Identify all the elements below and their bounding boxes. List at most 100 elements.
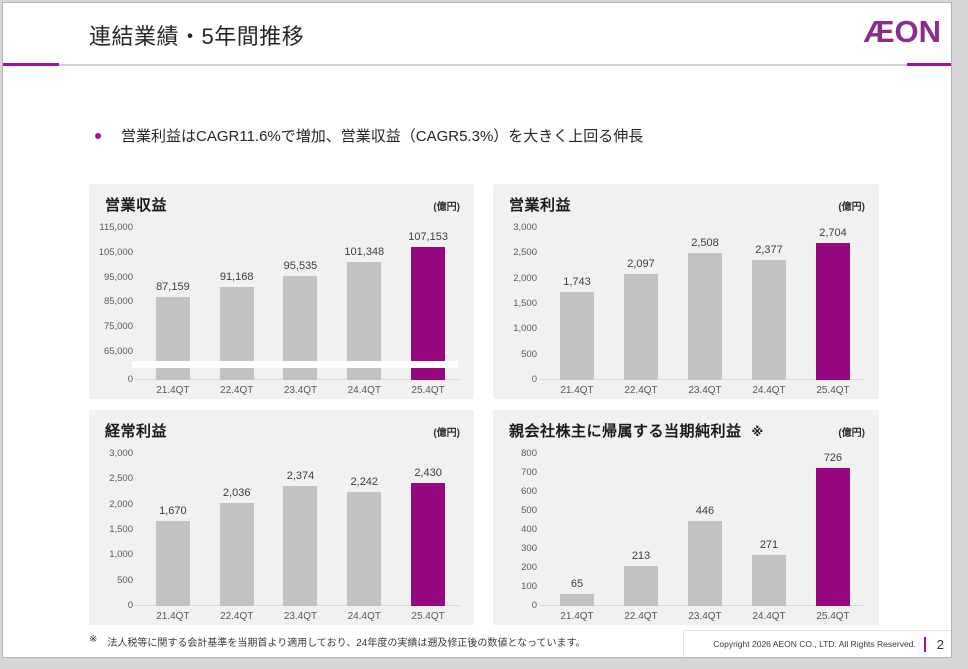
bar [752, 259, 786, 380]
y-tick-label: 2,000 [109, 498, 133, 510]
bar-value-label: 446 [695, 505, 715, 518]
x-tick-label: 25.4QT [411, 611, 445, 622]
plot-area: 87,159 21.4QT 91,168 22.4QT 95,535 23.4QT 101,… [132, 228, 460, 396]
x-tick-label: 22.4QT [624, 611, 658, 622]
bar-slot: 446 23.4QT [673, 454, 737, 622]
bar-slot: 1,670 21.4QT [141, 454, 205, 622]
y-tick-label: 1,000 [109, 549, 133, 561]
y-tick-label: 800 [521, 448, 537, 459]
y-axis: 0 500 1,000 1,500 2,000 2,500 3,000 [493, 223, 537, 385]
bar-value-label: 91,168 [219, 271, 254, 284]
page-title: 連結業績・5年間推移 [89, 24, 305, 49]
y-tick-label: 500 [117, 574, 133, 586]
bar [283, 485, 318, 606]
footer: Copyright 2026 AEON CO., LTD. All Rights… [683, 630, 951, 657]
bar-value-label: 2,242 [350, 476, 379, 489]
bar-slot: 2,374 23.4QT [269, 454, 333, 622]
footnote-text: 法人税等に関する会計基準を当期首より適用しており、24年度の実績は遡及修正後の数… [107, 638, 586, 649]
plot-area: 1,670 21.4QT 2,036 22.4QT 2,374 23.4QT 2,242 24… [135, 454, 460, 622]
x-tick-label: 25.4QT [411, 385, 445, 396]
bar-slot: 1,743 21.4QT [545, 228, 609, 396]
bar-value-label: 2,508 [691, 236, 719, 249]
bar-value-label: 271 [759, 538, 779, 551]
y-tick-label: 500 [521, 505, 537, 516]
bar-highlighted [816, 243, 850, 380]
bar-slot: 87,159 21.4QT [141, 228, 205, 396]
chart-title: 営業利益 [509, 194, 571, 215]
bar-value-label: 107,153 [408, 231, 448, 244]
bar-slot: 2,377 24.4QT [737, 228, 801, 396]
header-divider-accent-right [907, 63, 951, 66]
x-tick-label: 21.4QT [560, 385, 594, 396]
y-tick-label: 700 [521, 467, 537, 478]
bar-slot: 65 21.4QT [545, 454, 609, 622]
y-tick-label: 85,000 [103, 296, 133, 308]
aeon-logo: ÆON [863, 14, 942, 49]
chart-panel-4: 親会社株主に帰属する当期純利益 ※ (億円) 0 100 200 300 400 500 60… [493, 410, 879, 625]
y-tick-label: 1,500 [513, 298, 537, 309]
chart-title-text: 親会社株主に帰属する当期純利益 [509, 423, 742, 440]
bars-container: 1,670 21.4QT 2,036 22.4QT 2,374 23.4QT 2,242 24… [141, 454, 460, 622]
bar-value-label: 2,430 [414, 466, 442, 479]
bar-slot: 91,168 22.4QT [205, 228, 269, 396]
header-divider-gray [3, 64, 951, 66]
bar-slot: 2,097 22.4QT [609, 228, 673, 396]
header-divider-accent-left [3, 63, 59, 66]
bar [624, 273, 658, 380]
copyright-text: Copyright 2026 AEON CO., LTD. All Rights… [713, 639, 916, 649]
bars-container: 65 21.4QT 213 22.4QT 446 23.4QT 271 24.4QT 726 25… [545, 452, 865, 622]
bar-value-label: 2,036 [222, 486, 251, 499]
chart-title-text: 経常利益 [105, 423, 168, 440]
bar [347, 492, 382, 606]
bar-slot: 2,430 25.4QT [396, 454, 460, 622]
chart-title: 経常利益 [105, 420, 167, 441]
y-tick-label: 0 [127, 600, 133, 611]
x-tick-label: 24.4QT [752, 385, 786, 396]
y-tick-label: 75,000 [103, 321, 133, 333]
bar [560, 291, 594, 380]
bar-value-label: 2,377 [755, 243, 783, 256]
y-tick-label: 3,000 [513, 222, 537, 233]
bar-slot: 2,036 22.4QT [205, 454, 269, 622]
x-tick-label: 24.4QT [347, 611, 381, 622]
bar-value-label: 2,097 [627, 257, 655, 270]
x-tick-label: 23.4QT [688, 611, 722, 622]
y-tick-label: 1,000 [513, 323, 537, 335]
bar-slot: 2,242 24.4QT [332, 454, 396, 622]
y-axis: 0 65,000 75,000 85,000 95,000 105,000 115,000 [89, 223, 133, 385]
bar-value-label: 2,704 [819, 227, 847, 239]
header-divider [3, 63, 951, 66]
y-tick-label: 300 [521, 543, 537, 554]
chart-panel-2: 営業利益 (億円) 0 500 1,000 1,500 2,000 2,500 3,000 … [493, 184, 879, 399]
bar-slot: 213 22.4QT [609, 454, 673, 622]
bar-value-label: 95,535 [283, 260, 318, 273]
bar-slot: 2,704 25.4QT [801, 227, 865, 396]
bar [560, 593, 594, 606]
bar [688, 521, 722, 606]
y-tick-label: 2,500 [109, 473, 133, 485]
x-tick-label: 22.4QT [624, 385, 658, 396]
x-tick-label: 23.4QT [283, 385, 318, 396]
y-tick-label: 65,000 [103, 346, 133, 357]
chart-header: 親会社株主に帰属する当期純利益 ※ (億円) [493, 410, 879, 441]
chart-unit-label: (億円) [838, 202, 865, 213]
y-tick-label: 105,000 [98, 246, 133, 258]
x-tick-label: 21.4QT [156, 385, 190, 396]
bar-value-label: 101,348 [344, 245, 385, 258]
x-tick-label: 21.4QT [156, 611, 190, 622]
y-tick-label: 2,500 [513, 247, 537, 259]
y-tick-label: 200 [521, 562, 537, 573]
y-tick-label: 0 [531, 374, 537, 385]
x-tick-label: 25.4QT [816, 385, 850, 396]
charts-grid: 営業収益 (億円) 0 65,000 75,000 85,000 95,000 105,0… [89, 184, 879, 625]
y-tick-label: 2,000 [513, 272, 537, 284]
bar-slot: 2,508 23.4QT [673, 228, 737, 396]
bar-slot: 95,535 23.4QT [269, 228, 333, 396]
y-tick-label: 0 [127, 374, 133, 385]
x-tick-label: 24.4QT [347, 385, 381, 396]
x-tick-label: 23.4QT [283, 611, 318, 622]
y-tick-label: 600 [521, 486, 537, 497]
chart-header: 営業利益 (億円) [493, 184, 879, 215]
chart-header: 営業収益 (億円) [89, 184, 474, 215]
x-tick-label: 22.4QT [220, 611, 254, 622]
